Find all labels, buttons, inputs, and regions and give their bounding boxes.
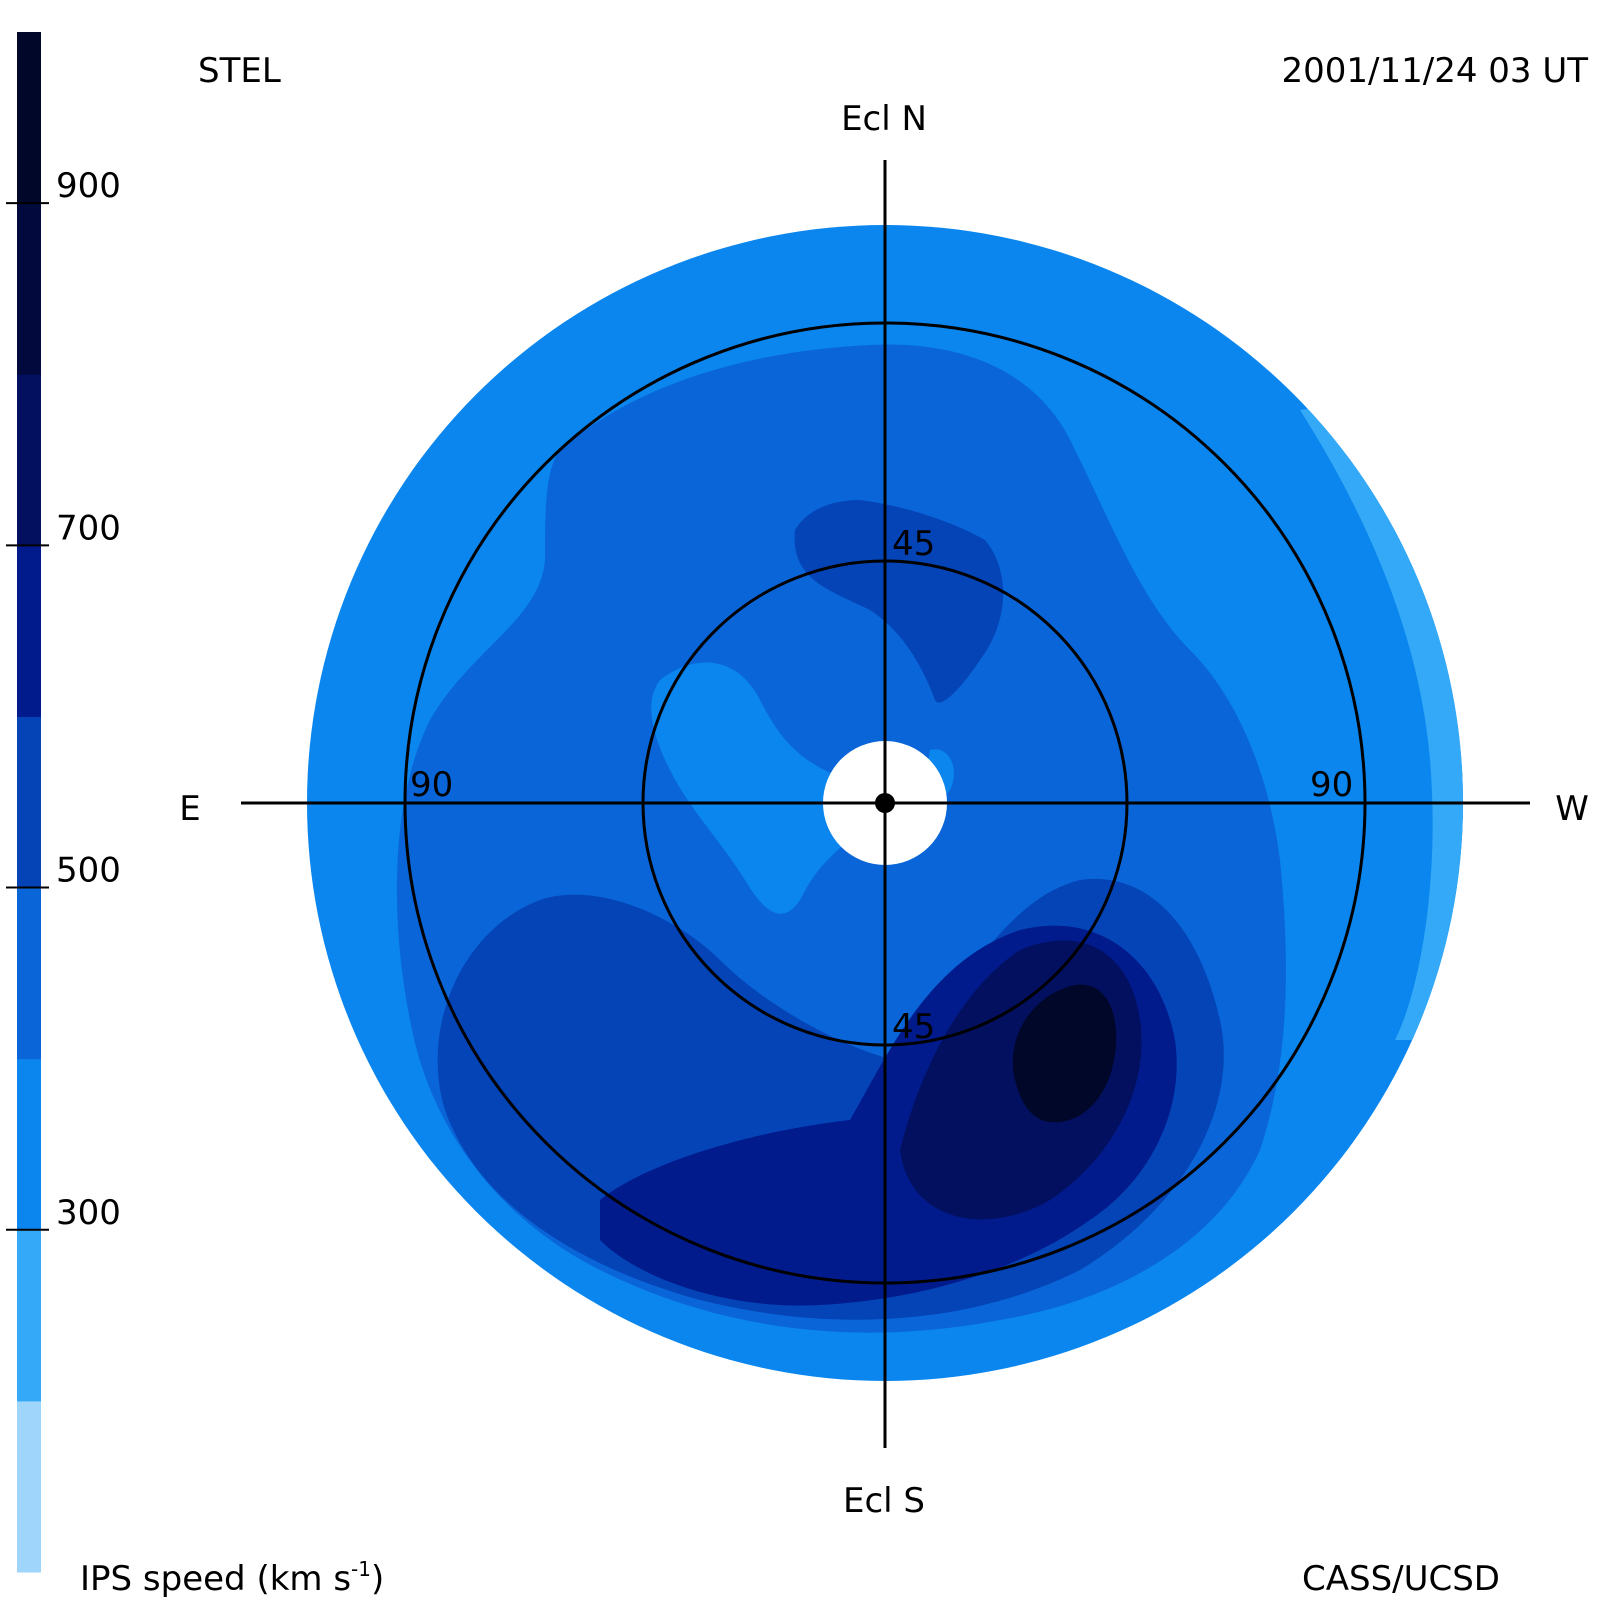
colorbar-ticks: 900 700 500 300 [6,166,121,1233]
sun-center-marker [875,793,895,813]
colorbar-tick-label-500: 500 [56,851,121,891]
colorbar-tick-label-300: 300 [56,1193,121,1233]
direction-south-label: Ecl S [843,1481,925,1521]
ips-speed-map [241,160,1530,1448]
colorbar-level-700-800 [17,374,41,546]
direction-north-label: Ecl N [841,99,927,139]
colorbar-title-text: IPS speed (km s [80,1559,351,1599]
colorbar-title: IPS speed (km s-1) [80,1557,384,1599]
colorbar-level-100-200 [17,1400,41,1573]
speed-region-500-600-north [794,500,1004,703]
direction-west-label: W [1555,789,1589,829]
direction-east-label: E [179,789,200,829]
colorbar-level-200-300 [17,1229,41,1402]
colorbar-tick-label-900: 900 [56,166,121,206]
timestamp-label: 2001/11/24 03 UT [1282,51,1589,91]
colorbar-level-800-900 [17,203,41,375]
colorbar-level-300-400 [17,1058,41,1231]
colorbar-level-600-700 [17,545,41,717]
ring-label-45-north: 45 [892,524,935,564]
speed-region-900-plus [1012,984,1117,1123]
colorbar-level-400-500 [17,887,41,1060]
colorbar-tick-label-700: 700 [56,508,121,548]
colorbar [17,32,41,1573]
credit-label: CASS/UCSD [1302,1559,1500,1599]
ring-label-45-south: 45 [892,1007,935,1047]
colorbar-title-close: ) [371,1559,384,1599]
ring-label-90-east: 90 [410,765,453,805]
colorbar-title-exponent: -1 [351,1557,371,1581]
speed-region-center-arm [651,662,871,914]
colorbar-level-900-1000 [17,32,41,204]
ring-label-90-west: 90 [1310,765,1353,805]
observatory-label: STEL [198,51,281,91]
colorbar-level-500-600 [17,716,41,889]
